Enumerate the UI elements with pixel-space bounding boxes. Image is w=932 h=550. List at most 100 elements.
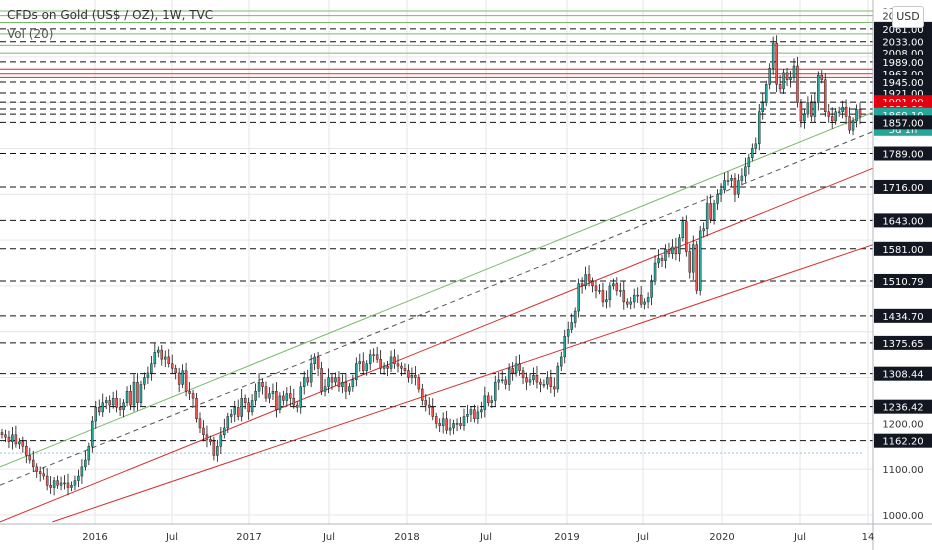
candle-body [476, 411, 480, 419]
candle-body [4, 434, 7, 438]
candle-body [382, 365, 386, 369]
price-tag-label: 1000.00 [882, 511, 923, 522]
candle-body [761, 102, 764, 112]
price-tag-label: 1510.79 [882, 277, 923, 288]
candle-body [18, 441, 21, 445]
candle-body [532, 375, 535, 381]
candle-body [177, 372, 181, 385]
candle-body [740, 175, 744, 181]
candle-body [851, 120, 855, 131]
price-tag-label: 1581.00 [882, 245, 923, 256]
candle-body [118, 407, 122, 410]
candle-body [692, 244, 695, 273]
candle-body [181, 370, 184, 385]
time-axis-tick-label: Jul [793, 532, 806, 543]
candle-body [21, 441, 25, 447]
trendline [0, 167, 874, 523]
price-tag-label: 1643.00 [882, 216, 923, 227]
price-tag [874, 508, 932, 522]
candle-body [771, 42, 775, 69]
candle-body [514, 363, 518, 374]
candle-body [841, 107, 844, 113]
candle-body [0, 432, 4, 436]
candle-body [764, 84, 768, 103]
chart-title: CFDs on Gold (US$ / OZ), 1W, TVC [7, 8, 214, 22]
price-tag [874, 54, 932, 69]
candle-body [653, 262, 657, 282]
candle-body [302, 377, 306, 387]
candle-body [650, 281, 653, 298]
price-tag-label: 5d 1h [889, 125, 918, 136]
candle-body [494, 381, 497, 401]
candle-body [91, 420, 94, 447]
candle-body [758, 111, 761, 145]
candle-body [299, 386, 302, 408]
candle-body [87, 446, 91, 461]
candle-body [612, 283, 615, 287]
candle-body [209, 439, 212, 442]
candle-body [250, 400, 254, 413]
price-tag-label: 1308.44 [882, 370, 923, 381]
candle-body [275, 391, 278, 410]
candle-body [639, 294, 643, 305]
candle-body [619, 290, 622, 292]
candle-body [35, 466, 38, 472]
trendline [52, 244, 874, 523]
price-tag-label: 1716.00 [882, 183, 923, 194]
candle-body [573, 310, 577, 323]
currency-button[interactable]: USD [892, 6, 924, 28]
candle-body [285, 393, 289, 401]
candle-body [834, 111, 837, 122]
candle-body [59, 482, 63, 486]
time-axis-tick-label: 2018 [394, 532, 419, 543]
candle-body [490, 400, 494, 403]
candle-body [459, 423, 462, 426]
volume-indicator-label[interactable]: Vol (20) [7, 27, 54, 41]
candle-body [775, 42, 778, 85]
candle-body [778, 84, 782, 90]
price-tag [874, 366, 932, 381]
candle-body [379, 359, 382, 369]
candle-body [223, 427, 226, 436]
price-tag-label: 1200.00 [882, 419, 923, 430]
candle-body [358, 361, 362, 365]
price-tag-label: 1100.00 [882, 465, 923, 476]
candle-body [799, 102, 803, 122]
candle-body [202, 427, 205, 436]
price-tag [874, 273, 932, 288]
candle-body [153, 352, 157, 365]
candle-body [313, 356, 316, 365]
candle-body [483, 395, 487, 410]
candle-body [160, 349, 164, 360]
candle-body [25, 446, 28, 456]
candle-body [685, 221, 688, 252]
candle-body [122, 402, 125, 410]
candle-body [438, 423, 441, 426]
candle-body [667, 249, 671, 255]
candle-body [327, 377, 330, 387]
candle-body [643, 301, 646, 305]
candle-body [32, 459, 35, 468]
time-axis-tick-label: Jul [479, 532, 492, 543]
candle-body [292, 397, 296, 406]
time-axis-tick-label: Jul [165, 532, 178, 543]
candle-body [94, 407, 98, 422]
candle-body [216, 446, 219, 456]
candle-body [129, 391, 132, 406]
candle-body [337, 377, 341, 387]
candle-body [417, 377, 421, 390]
time-axis-tick-label: 2017 [236, 532, 261, 543]
candle-body [407, 370, 410, 378]
candle-body [115, 397, 118, 408]
candle-body [747, 157, 751, 167]
candle-body [445, 418, 448, 431]
candle-body [45, 475, 49, 486]
candle-body [594, 285, 598, 291]
candle-body [174, 368, 177, 374]
candle-body [709, 203, 712, 220]
candle-body [580, 283, 584, 287]
candle-body [469, 409, 473, 415]
candle-body [400, 365, 403, 369]
time-axis-tick-label: 14 [862, 532, 875, 543]
